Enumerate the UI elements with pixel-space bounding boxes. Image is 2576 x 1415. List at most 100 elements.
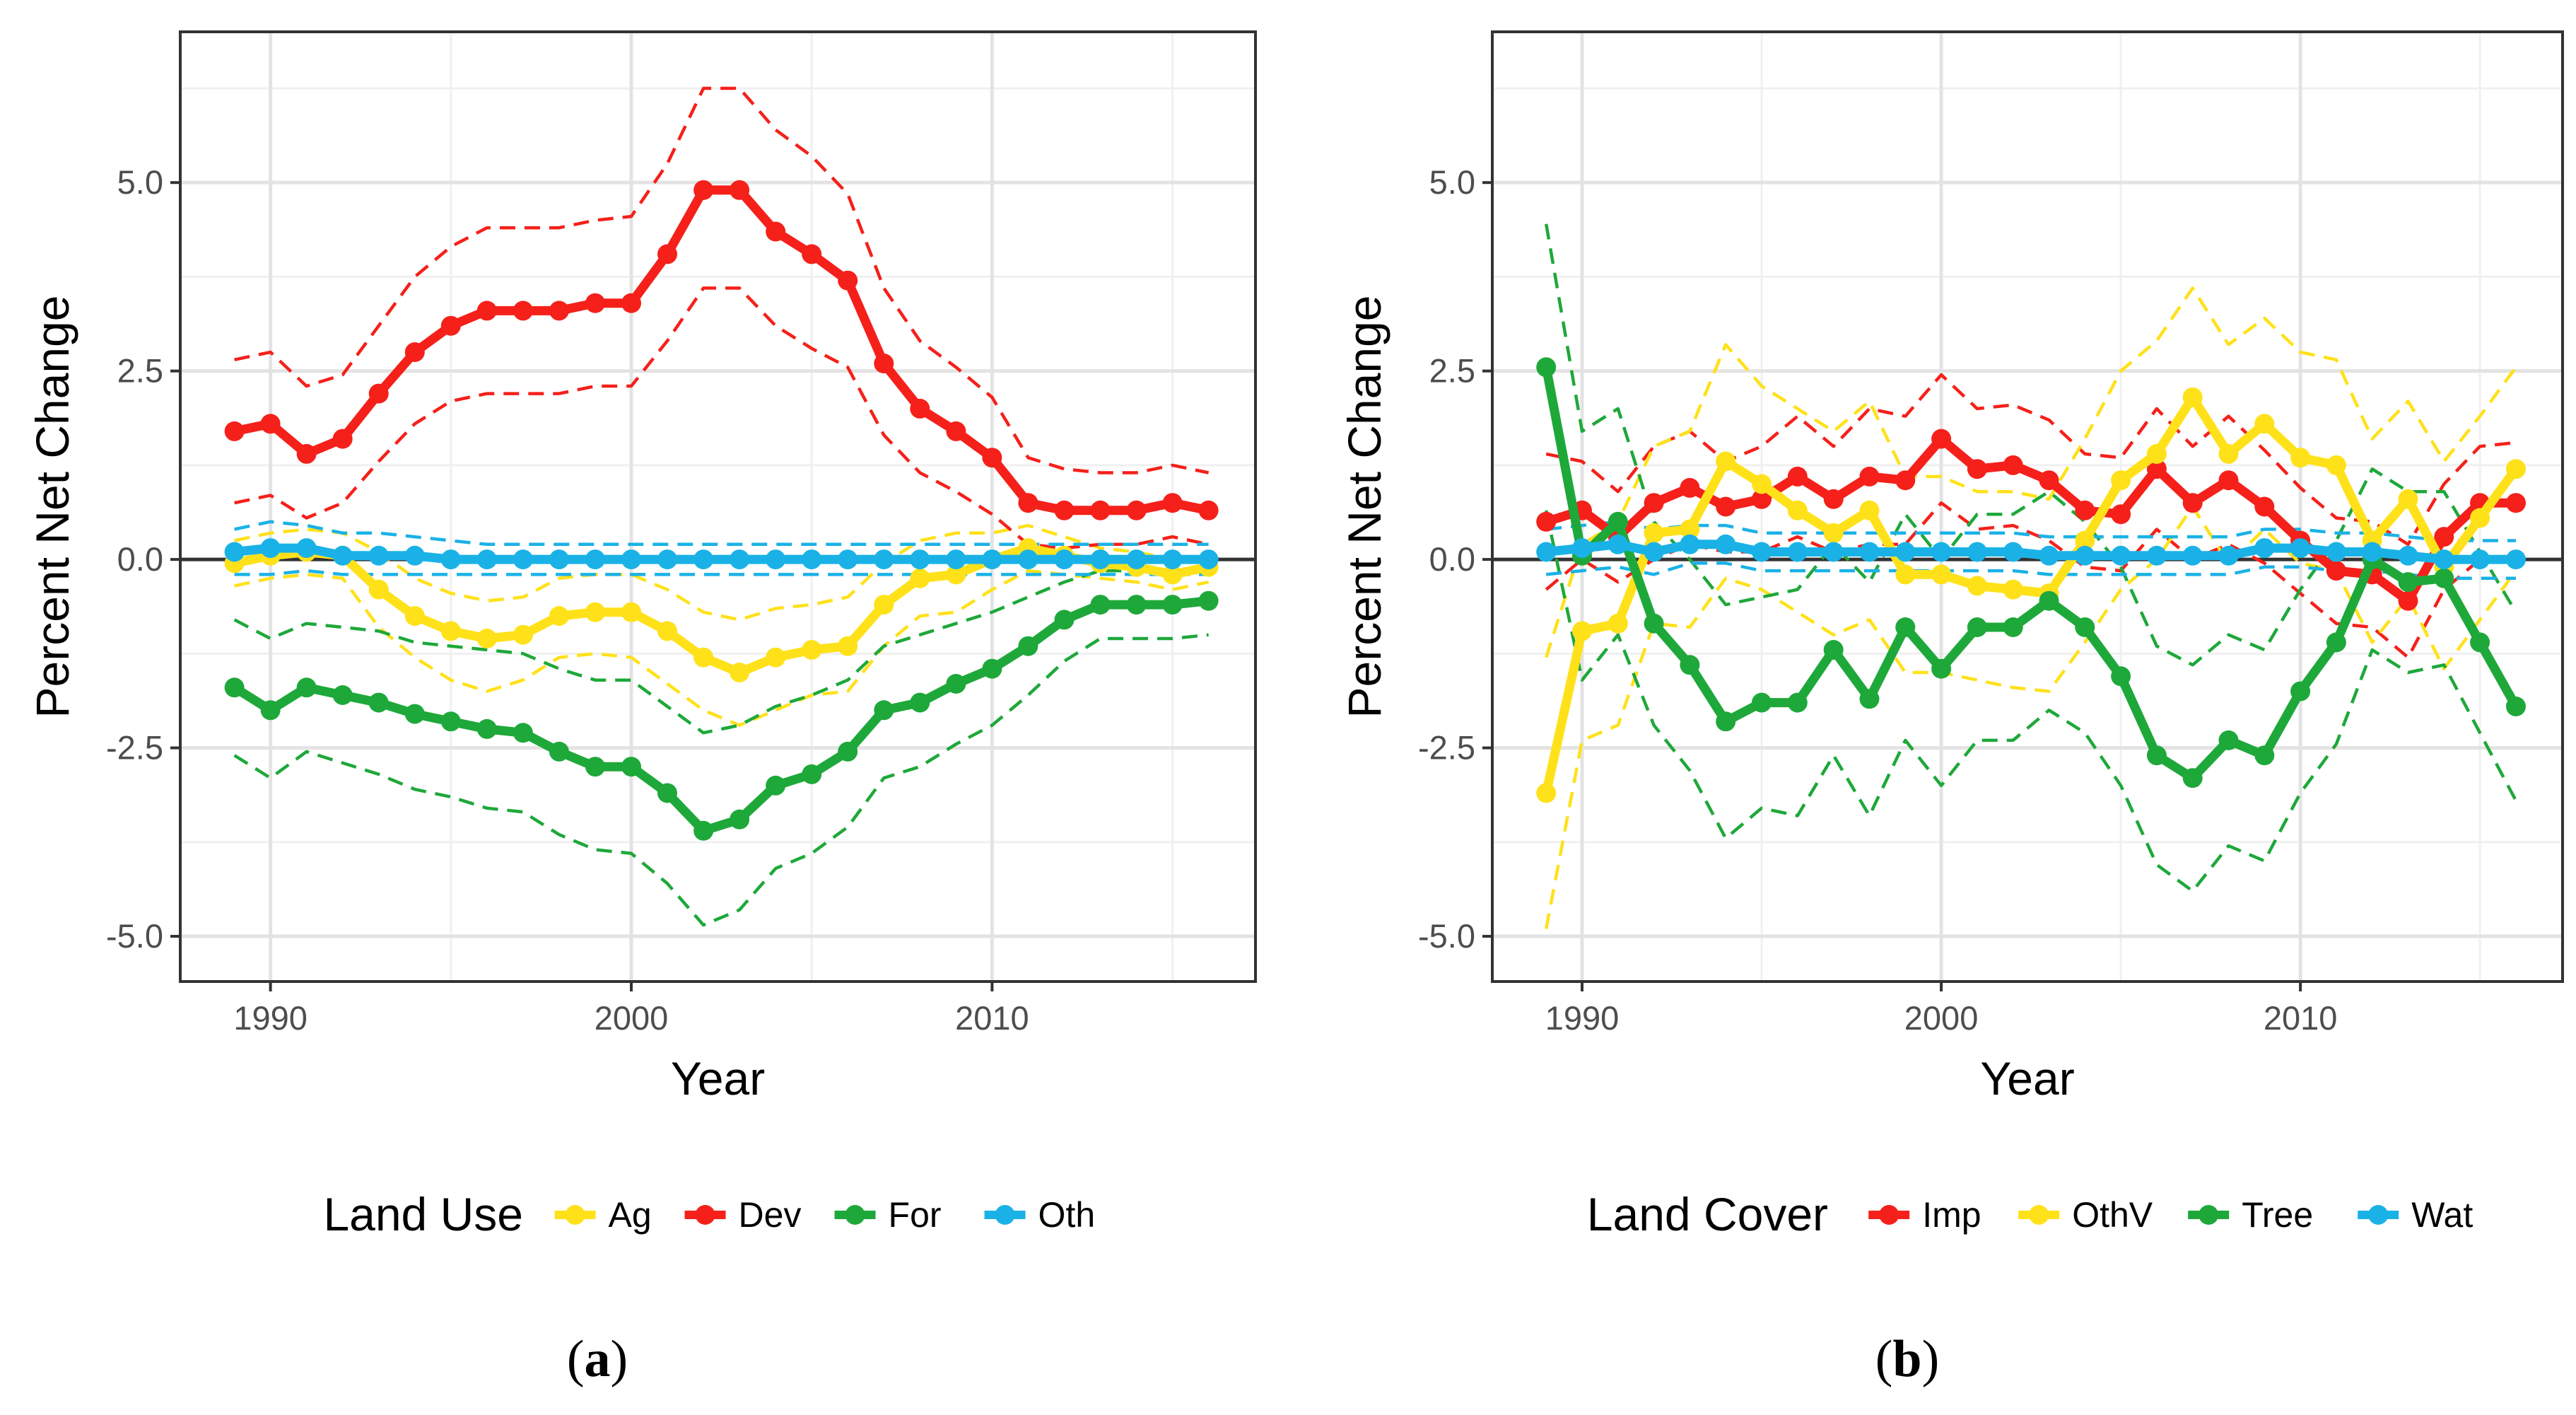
caption-a-letter: a bbox=[584, 1330, 611, 1388]
caption-b-open: ( bbox=[1875, 1330, 1893, 1388]
series-dev-point bbox=[766, 221, 786, 242]
series-tree-point bbox=[2218, 730, 2239, 750]
series-imp-point bbox=[2111, 504, 2131, 525]
series-dev-point bbox=[1054, 500, 1075, 520]
series-othv-point bbox=[2326, 455, 2346, 475]
series-for-point bbox=[766, 775, 786, 796]
legend-key-point bbox=[2368, 1205, 2389, 1225]
series-dev-point bbox=[549, 301, 569, 321]
series-for-point bbox=[1018, 636, 1038, 656]
series-for-point bbox=[621, 757, 641, 777]
series-imp-point bbox=[1716, 496, 1736, 517]
series-othv-point bbox=[2470, 508, 2490, 528]
caption-a-close: ) bbox=[610, 1330, 628, 1388]
series-dev-line bbox=[230, 185, 1214, 516]
series-dev-point bbox=[1018, 493, 1038, 513]
legend-title: Land Cover bbox=[1587, 1188, 1828, 1240]
series-ag-point bbox=[476, 629, 497, 648]
series-othv-point bbox=[1644, 523, 1664, 543]
series-oth-point bbox=[1018, 549, 1038, 570]
y-tick-label: 5.0 bbox=[117, 163, 163, 201]
caption-b-close: ) bbox=[1921, 1330, 1940, 1388]
series-ag-point bbox=[1162, 564, 1183, 585]
series-othv-point bbox=[2075, 530, 2095, 551]
series-wat-point bbox=[2434, 549, 2454, 570]
series-ag-upper-bound bbox=[234, 523, 1209, 622]
series-oth-line bbox=[230, 543, 1214, 564]
x-tick-label: 1990 bbox=[233, 999, 308, 1037]
series-tree-point bbox=[1823, 640, 1844, 660]
series-for-point bbox=[404, 704, 425, 724]
series-ag-point bbox=[838, 636, 858, 656]
legend-key-point bbox=[565, 1205, 585, 1225]
series-tree-point bbox=[2398, 572, 2418, 593]
series-wat-point bbox=[1752, 542, 1772, 562]
series-othv-point bbox=[1752, 474, 1772, 494]
legend-key-point bbox=[1879, 1205, 1899, 1225]
series-dev-point bbox=[946, 421, 966, 441]
series-othv-point bbox=[1716, 451, 1736, 472]
series-for-point bbox=[296, 677, 317, 698]
series-tree-point bbox=[2111, 666, 2131, 687]
legend-item-wat: Wat bbox=[2358, 1195, 2473, 1235]
legend-item-imp: Imp bbox=[1868, 1195, 1981, 1235]
series-dev-point bbox=[657, 244, 677, 264]
y-tick-label: -2.5 bbox=[1418, 729, 1475, 767]
series-wat-point bbox=[1572, 538, 1592, 559]
series-tree-point bbox=[1967, 617, 1987, 637]
series-tree-point bbox=[2182, 768, 2203, 788]
legend-label: Dev bbox=[739, 1195, 802, 1235]
legend-key-point bbox=[2199, 1205, 2219, 1225]
series-oth-point bbox=[1162, 549, 1183, 570]
series-othv-point bbox=[2290, 448, 2311, 468]
legend-title: Land Use bbox=[323, 1188, 523, 1240]
series-oth-point bbox=[513, 549, 533, 570]
series-imp-point bbox=[2146, 459, 2167, 479]
series-for-point bbox=[730, 809, 750, 829]
caption-a-open: ( bbox=[566, 1330, 585, 1388]
series-oth-point bbox=[730, 549, 750, 570]
legend-label: OthV bbox=[2072, 1195, 2153, 1235]
series-for-point bbox=[1198, 590, 1219, 611]
series-othv-upper-bound bbox=[1545, 286, 2517, 658]
series-dev-point bbox=[621, 293, 641, 313]
series-for-point bbox=[224, 677, 245, 698]
series-wat-point bbox=[1608, 534, 1628, 554]
series-dev-point bbox=[224, 421, 245, 441]
series-wat-point bbox=[2111, 545, 2131, 566]
y-tick-label: -2.5 bbox=[106, 729, 163, 767]
series-oth-point bbox=[549, 549, 569, 570]
series-dev-point bbox=[1090, 500, 1111, 520]
series-imp-point bbox=[2434, 527, 2454, 547]
series-wat-point bbox=[2254, 538, 2275, 559]
y-tick-label: 0.0 bbox=[117, 540, 163, 578]
series-oth-point bbox=[332, 545, 353, 566]
series-tree-point bbox=[1644, 613, 1664, 634]
caption-b-letter: b bbox=[1892, 1330, 1922, 1388]
series-imp-point bbox=[1895, 470, 1916, 491]
plot-background-b bbox=[1492, 32, 2563, 982]
series-oth-point bbox=[1090, 549, 1111, 570]
series-othv-point bbox=[1859, 500, 1880, 520]
series-othv-point bbox=[1895, 564, 1916, 585]
series-ag-point bbox=[657, 621, 677, 641]
series-oth-point bbox=[693, 549, 714, 570]
series-tree-point bbox=[1536, 357, 1557, 378]
series-for-point bbox=[838, 741, 858, 762]
series-for-point bbox=[946, 674, 966, 694]
series-oth-point bbox=[1198, 549, 1219, 570]
series-for-point bbox=[1162, 595, 1183, 615]
series-for-line bbox=[230, 596, 1214, 836]
series-othv-point bbox=[2146, 443, 2167, 464]
y-tick-label: 5.0 bbox=[1429, 163, 1475, 201]
series-for-point bbox=[260, 700, 281, 721]
series-oth-point bbox=[585, 549, 605, 570]
panel-b: -5.0 -2.5 0.0 2.5 5.0 1990 2000 2010 Year Percent… bbox=[1338, 30, 2564, 1240]
series-tree-point bbox=[1931, 658, 1952, 679]
legend-label: Imp bbox=[1922, 1195, 1981, 1235]
series-for-upper-bound bbox=[233, 565, 1209, 735]
series-tree-point bbox=[1787, 692, 1808, 713]
series-oth-point bbox=[1126, 549, 1147, 570]
series-tree-point bbox=[2506, 697, 2526, 716]
